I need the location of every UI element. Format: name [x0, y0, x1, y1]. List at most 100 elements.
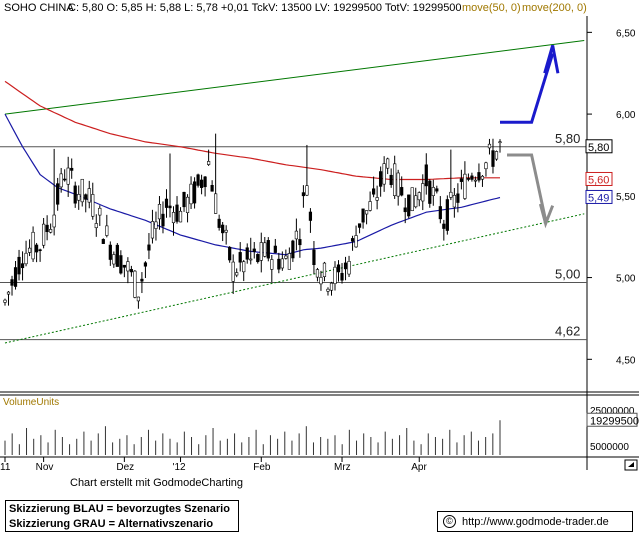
price-bar-body	[70, 167, 74, 171]
price-bar-body	[235, 272, 239, 276]
last-value-label: 5,60	[588, 174, 609, 186]
price-bar-body	[403, 207, 407, 213]
scenario-sketches	[500, 45, 560, 229]
price-bar-body	[59, 173, 63, 188]
price-bar-body	[494, 151, 499, 160]
price-bar-body	[154, 221, 158, 229]
volume-tick-label: 25000000	[590, 406, 635, 417]
price-bar-body	[42, 223, 46, 246]
price-bar-body	[101, 239, 105, 244]
price-bar-body	[20, 263, 25, 269]
price-bar-body	[452, 194, 456, 208]
price-bar-body	[259, 242, 263, 261]
price-bar-body	[10, 279, 14, 286]
price-bar-body	[242, 261, 246, 273]
price-bar-body	[336, 264, 341, 273]
x-tick-label: '12	[173, 462, 186, 473]
price-bar-body	[315, 269, 320, 278]
price-bar-body	[136, 296, 141, 302]
ma50-line	[4, 113, 501, 256]
x-tick-label: Apr	[411, 462, 427, 473]
source-link[interactable]: © http://www.godmode-trader.de	[437, 511, 633, 532]
volume-label: VolumeUnits	[3, 397, 59, 408]
price-bar-body	[442, 223, 446, 229]
price-bar-body	[185, 196, 190, 214]
price-bar-body	[224, 229, 228, 233]
last-value-tag	[585, 189, 613, 204]
price-bar-body	[477, 172, 481, 181]
price-bars	[3, 133, 502, 309]
price-bar-body	[263, 242, 267, 257]
price-bar-body	[417, 192, 421, 201]
price-bar-body	[231, 261, 235, 282]
upper-trendline	[4, 40, 585, 115]
price-bar-body	[52, 214, 56, 228]
price-bar-body	[329, 282, 334, 291]
price-bar-body	[199, 179, 204, 188]
price-bar-body	[322, 262, 327, 277]
price-bar-body	[470, 175, 474, 180]
x-tick-label: Feb	[253, 462, 271, 473]
level-label: 4,62	[555, 324, 580, 339]
blue-scenario-path	[500, 53, 555, 124]
legend-blue: Skizzierung BLAU = bevorzugtes Szenario	[9, 503, 230, 515]
volume-bars	[4, 420, 501, 455]
last-value-label: 5,80	[588, 142, 609, 154]
price-bar-body	[294, 230, 298, 240]
price-bar-body	[189, 183, 193, 205]
price-bar-body	[157, 204, 162, 220]
zoom-arrow-icon	[628, 462, 634, 467]
legend-grey: Skizzierung GRAU = Alternativszenario	[9, 518, 214, 530]
price-bar-body	[192, 181, 197, 204]
x-tick-label: Nov	[36, 462, 54, 473]
source-url[interactable]: http://www.godmode-trader.de	[462, 515, 609, 528]
price-bar-body	[305, 185, 309, 196]
price-bar-body	[414, 195, 418, 208]
price-bar-body	[347, 261, 351, 275]
y-tick-label: 6,00	[616, 110, 636, 121]
price-bar-body	[161, 213, 165, 227]
price-bar-body	[56, 183, 60, 205]
price-bar-body	[133, 270, 137, 298]
price-bar-body	[24, 252, 28, 265]
volume-axis: 25000000 5000000 19299500	[586, 406, 639, 453]
price-bar-body	[31, 231, 35, 260]
price-bar-body	[13, 267, 18, 287]
price-bar-body	[396, 172, 400, 197]
price-bar-body	[431, 187, 435, 196]
volume-last-label: 19299500	[590, 415, 639, 427]
price-bar-body	[410, 187, 414, 212]
price-bar-body	[312, 249, 316, 266]
price-bar-body	[438, 206, 442, 220]
price-bar-body	[115, 244, 119, 267]
last-value-tag	[585, 171, 613, 186]
price-bar-body	[375, 197, 379, 201]
y-tick-label: 4,50	[616, 355, 636, 366]
price-bar-body	[379, 171, 383, 187]
price-bar-body	[6, 291, 11, 295]
price-bar-body	[140, 278, 144, 282]
price-bar-body	[361, 208, 365, 223]
ma50-legend: move(50, 0)	[462, 2, 521, 14]
price-bar-body	[270, 259, 274, 270]
price-bar-body	[228, 246, 232, 261]
price-bar-body	[491, 150, 495, 167]
price-bar-body	[298, 239, 302, 246]
price-bar-body	[178, 210, 183, 223]
price-bar-body	[27, 247, 32, 253]
price-bar-body	[182, 191, 186, 208]
price-bar-body	[487, 143, 492, 149]
price-bar-body	[207, 161, 211, 165]
price-bar-body	[456, 193, 460, 203]
price-bar-body	[389, 174, 393, 185]
price-bar-body	[284, 255, 288, 259]
quote-line: C: 5,80 O: 5,85 H: 5,88 L: 5,78 +0,01 Tc…	[68, 2, 462, 14]
price-bar-body	[400, 187, 404, 196]
price-bar-body	[364, 210, 369, 215]
price-bar-body	[287, 253, 291, 270]
price-bar-body	[210, 185, 214, 192]
price-bar-body	[112, 254, 116, 265]
price-bar-body	[73, 185, 77, 204]
lower-trendline	[4, 213, 585, 344]
